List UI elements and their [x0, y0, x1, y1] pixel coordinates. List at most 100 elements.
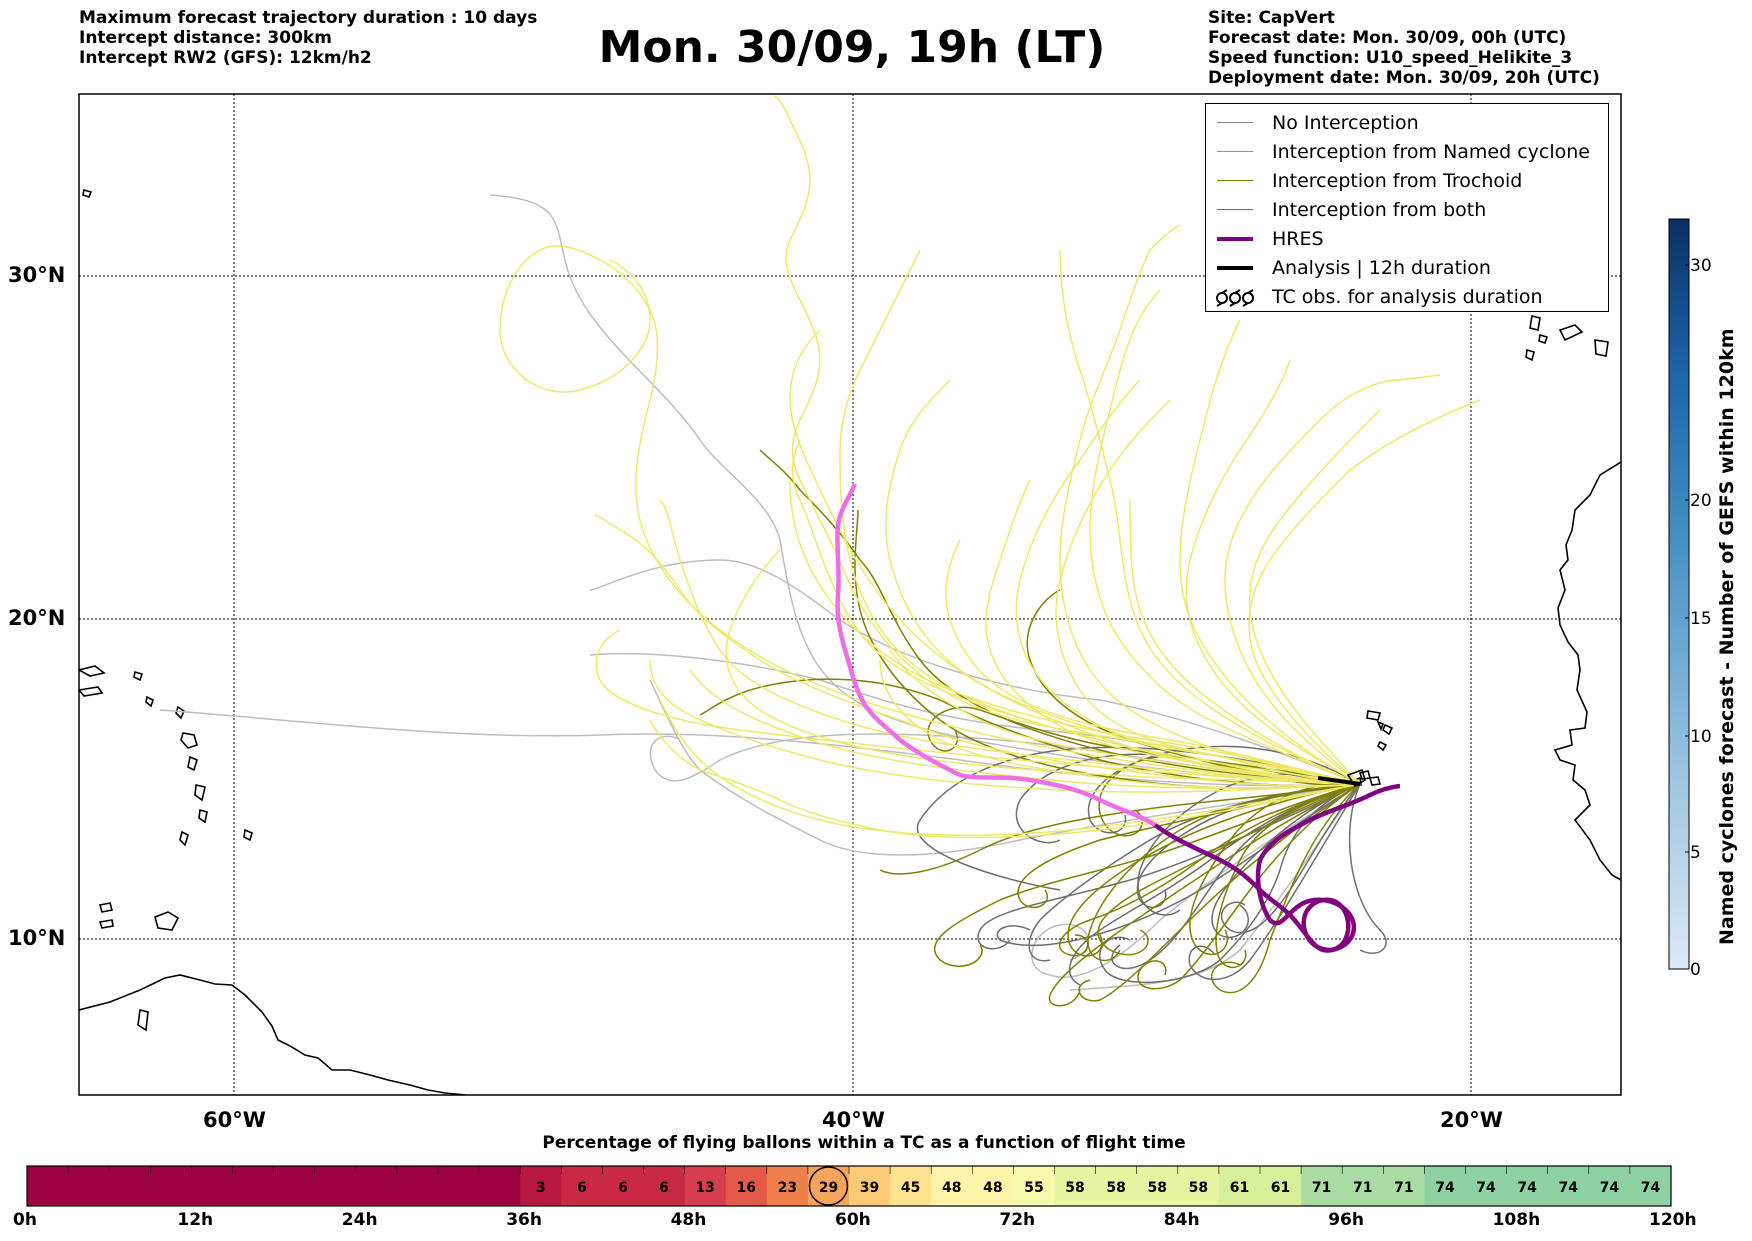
- timeline-cell: [1424, 1166, 1467, 1206]
- trajectories-no-interception: [159, 194, 1361, 991]
- legend-item-both: Interception from both: [1206, 195, 1608, 224]
- timeline-cell: [1506, 1166, 1549, 1206]
- timeline-bar[interactable]: 3 6 6 6 13 16 23 29 39 45 48 48 55 58 58 58 58 61 61 71 71 71…: [26, 1165, 1672, 1207]
- legend-item-analysis: Analysis | 12h duration: [1206, 253, 1608, 282]
- timeline-value: 71: [1353, 1180, 1372, 1196]
- timeline-cell: [1136, 1166, 1179, 1206]
- timeline-cell: [725, 1166, 768, 1206]
- param-intercept-rw2: Intercept RW2 (GFS): 12km/h2: [79, 48, 372, 68]
- coast-south-america: [79, 974, 467, 1095]
- map-frame: [78, 93, 1622, 1096]
- legend: No Interception Interception from Named …: [1205, 103, 1609, 312]
- timeline-tick-label: 24h: [341, 1210, 378, 1230]
- timeline-value: 71: [1312, 1180, 1331, 1196]
- coast-trinidad: [154, 911, 180, 931]
- timeline-cell: [1218, 1166, 1261, 1206]
- timeline-tick-label: 120h: [1649, 1210, 1697, 1230]
- cb-tick-30: 30: [1690, 256, 1712, 276]
- timeline-value: 71: [1394, 1180, 1413, 1196]
- timeline-frame: [26, 1165, 1672, 1207]
- timeline-value: 3: [536, 1180, 546, 1196]
- coast-cape-verde-1: [1366, 710, 1382, 721]
- timeline-cell: [972, 1166, 1014, 1206]
- coast-small-4: [137, 1009, 149, 1032]
- timeline-value: 6: [577, 1180, 587, 1196]
- timeline-cell: [438, 1166, 480, 1206]
- lat-label-20n: 20°N: [8, 606, 66, 630]
- cb-tick-15: 15: [1690, 609, 1712, 629]
- cb-tick-20: 20: [1690, 491, 1712, 511]
- timeline-value: 13: [695, 1180, 714, 1196]
- timeline-value: 74: [1476, 1180, 1496, 1196]
- timeline-value: 45: [901, 1180, 920, 1196]
- timeline-cell: [890, 1166, 932, 1206]
- timeline-cell: [602, 1166, 645, 1206]
- lon-label-40w: 40°W: [822, 1108, 885, 1132]
- timeline-cell: [931, 1166, 973, 1206]
- coast-west-africa: [1553, 461, 1621, 881]
- timeline-cell: [1465, 1166, 1508, 1206]
- coast-antilles-5: [179, 830, 189, 847]
- timeline-cell: [191, 1166, 234, 1206]
- timeline-value: 6: [659, 1180, 669, 1196]
- timeline-tick-label: 36h: [506, 1210, 542, 1230]
- lon-label-20w: 20°W: [1440, 1108, 1503, 1132]
- timeline-value: 58: [1106, 1180, 1125, 1196]
- timeline-cell: [561, 1166, 603, 1206]
- coast-canaries-1: [1529, 315, 1541, 331]
- timeline-cell: [643, 1166, 686, 1206]
- timeline-tick-label: 96h: [1328, 1210, 1364, 1230]
- legend-item-tc-obs: TC obs. for analysis duration: [1206, 282, 1608, 311]
- timeline-cell: [684, 1166, 727, 1206]
- timeline-cell: [766, 1166, 809, 1206]
- timeline-value: 55: [1024, 1180, 1043, 1196]
- timeline-tick-label: 12h: [177, 1210, 214, 1230]
- lon-label-60w: 60°W: [203, 1108, 266, 1132]
- coast-canaries-4: [1525, 348, 1535, 362]
- timeline-cell: [1177, 1166, 1220, 1206]
- timeline-value: 23: [778, 1180, 797, 1196]
- info-deployment-date: Deployment date: Mon. 30/09, 20h (UTC): [1208, 68, 1600, 88]
- timeline-title: Percentage of flying ballons within a TC…: [542, 1133, 1186, 1153]
- cb-tick-10: 10: [1690, 727, 1712, 747]
- coast-tobago: [98, 919, 114, 929]
- coast-north-edge: [82, 188, 93, 198]
- timeline-cell: [1342, 1166, 1384, 1206]
- lat-label-10n: 10°N: [8, 926, 66, 950]
- legend-item-named-cyclone: Interception from Named cyclone: [1206, 137, 1608, 166]
- timeline-cell: [1301, 1166, 1343, 1206]
- timeline-tick-label: 84h: [1163, 1210, 1200, 1230]
- param-duration: Maximum forecast trajectory duration : 1…: [79, 8, 538, 28]
- coast-canaries-5: [1538, 333, 1549, 345]
- timeline-value: 58: [1148, 1180, 1167, 1196]
- timeline-tick-label: 72h: [999, 1210, 1036, 1230]
- coast-puerto-rico: [79, 686, 104, 697]
- coastlines: [79, 188, 1621, 1095]
- coast-small-1: [133, 670, 144, 682]
- timeline-cell: [1013, 1166, 1056, 1206]
- timeline-cell: [396, 1166, 439, 1206]
- timeline-cell: [232, 1166, 275, 1206]
- coast-cuba-tip: [79, 665, 106, 677]
- timeline-cell: [479, 1166, 521, 1206]
- timeline-value: 39: [860, 1180, 879, 1196]
- colorbar-title: Named cyclones forecast - Number of GEFS…: [1716, 328, 1738, 945]
- timeline-cell: [109, 1166, 151, 1206]
- launch-site-marker: [1346, 768, 1366, 788]
- timeline-cell: [150, 1166, 192, 1206]
- timeline-cell: [520, 1166, 562, 1206]
- timeline-value: 48: [942, 1180, 961, 1196]
- timeline-value: 74: [1435, 1180, 1455, 1196]
- lat-label-30n: 30°N: [8, 263, 66, 287]
- timeline-cell: [1260, 1166, 1302, 1206]
- timeline-value: 74: [1559, 1180, 1579, 1196]
- page-title: Mon. 30/09, 19h (LT): [598, 22, 1106, 73]
- coast-antilles-3: [194, 784, 206, 802]
- timeline-tick-label: 48h: [670, 1210, 707, 1230]
- coast-antilles-6: [243, 828, 253, 842]
- hres-trajectory: [835, 483, 1401, 953]
- coast-canaries-3: [1594, 339, 1609, 357]
- timeline-tick-label: 108h: [1492, 1210, 1541, 1230]
- legend-item-hres: HRES: [1206, 224, 1608, 253]
